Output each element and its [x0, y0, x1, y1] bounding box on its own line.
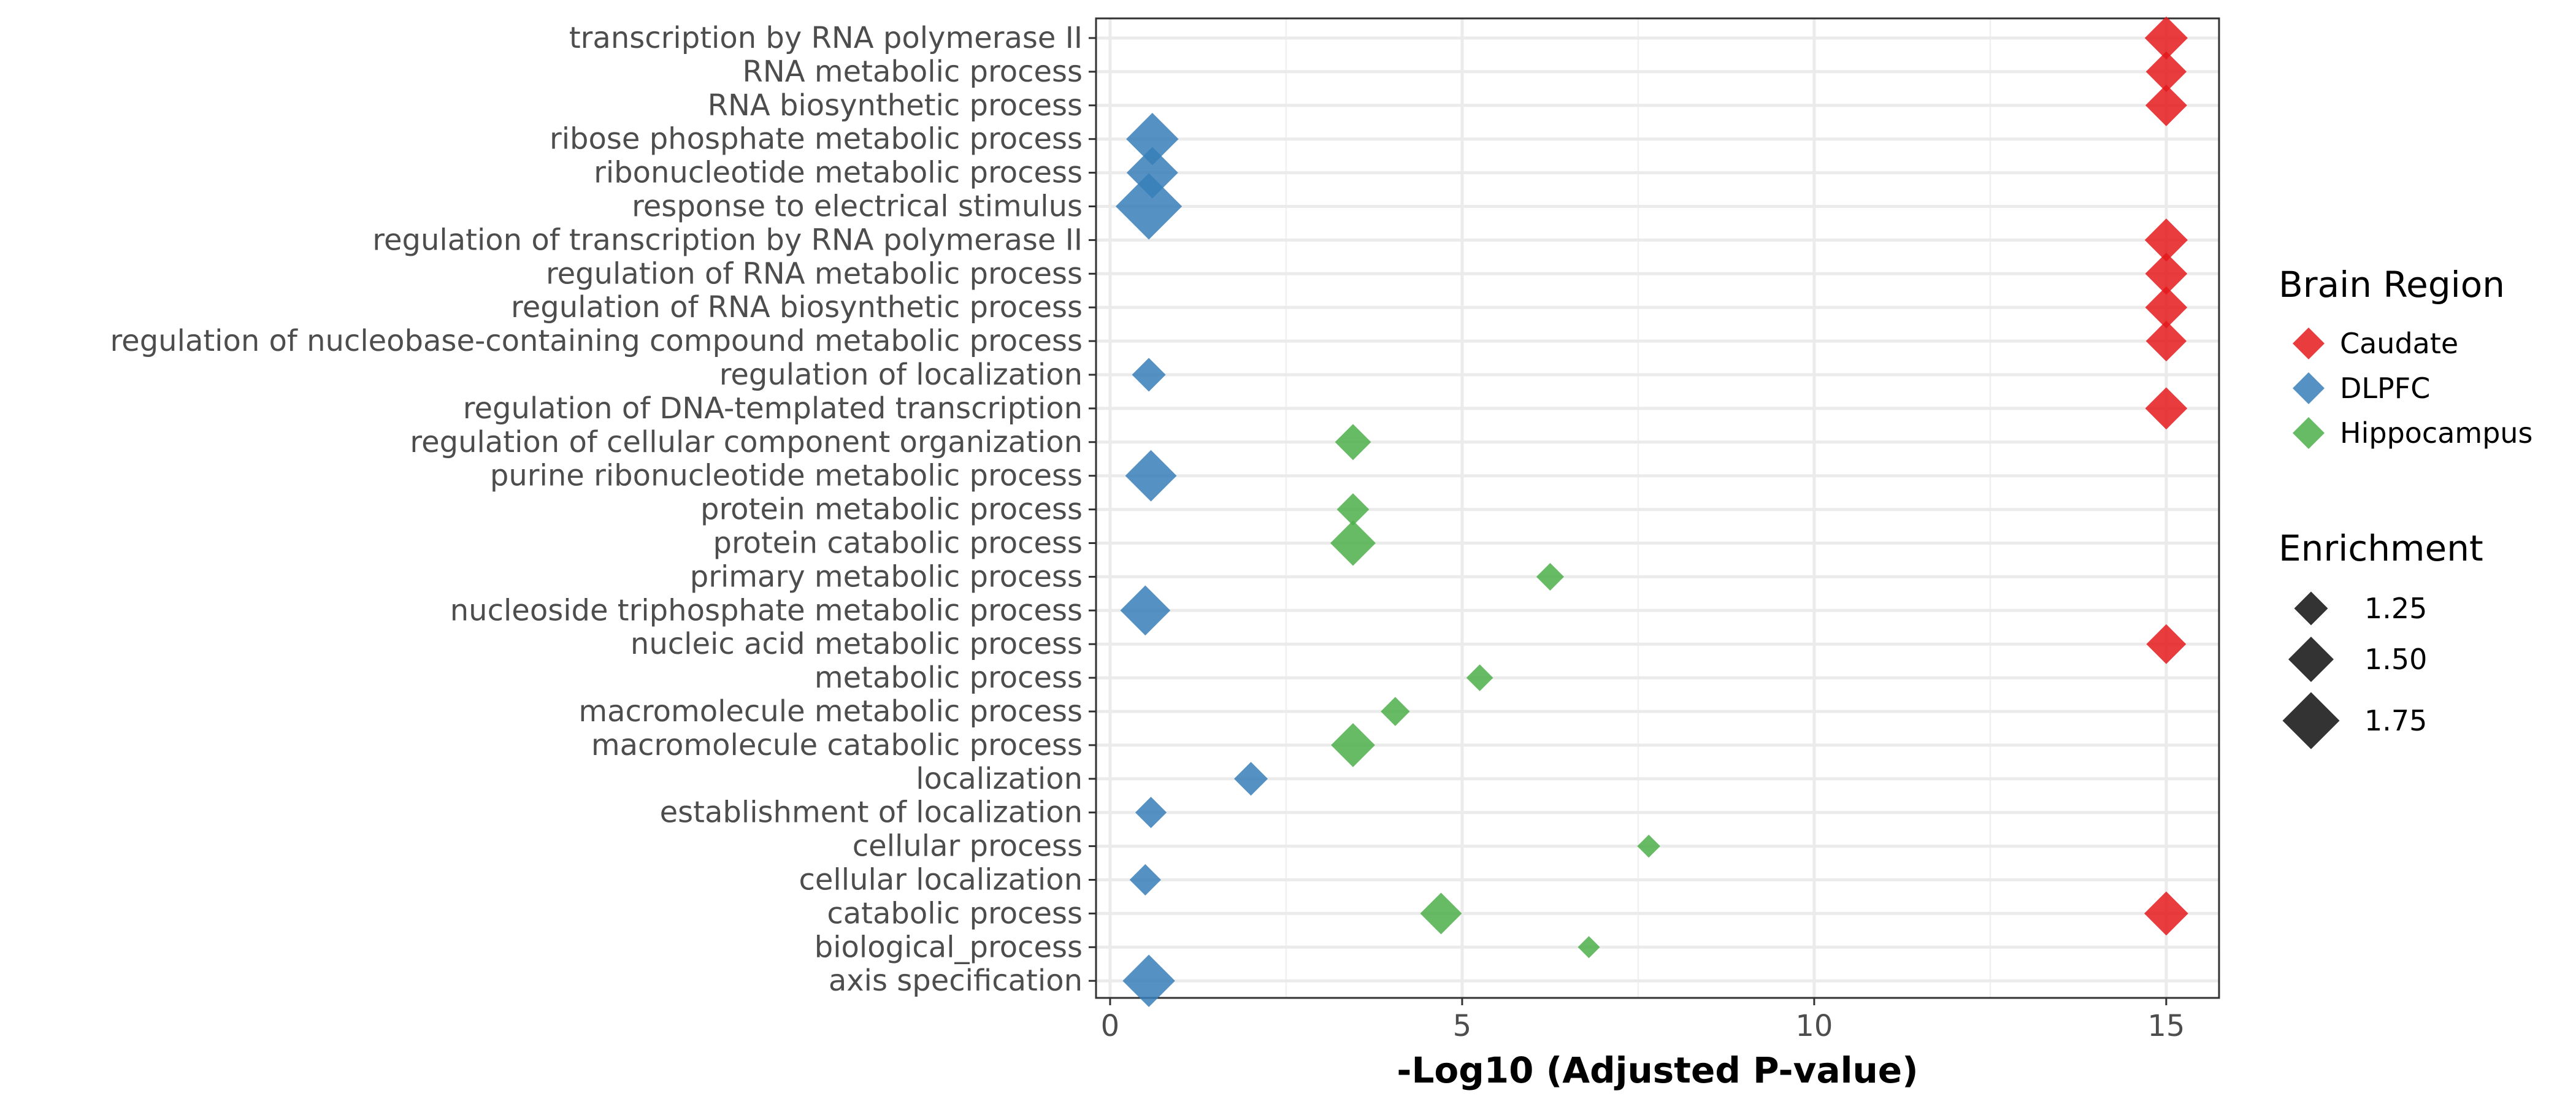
- y-tick-label: nucleic acid metabolic process: [631, 627, 1083, 661]
- legend-key-hippocampus: [2293, 417, 2325, 449]
- y-tick-label: protein catabolic process: [713, 526, 1083, 561]
- point-hippocampus: [1336, 493, 1370, 526]
- data-points: [1115, 16, 2188, 1007]
- point-hippocampus: [1335, 424, 1371, 461]
- legend-label-dlpfc: DLPFC: [2340, 372, 2430, 405]
- legend-size-key: [2294, 591, 2328, 626]
- x-tick-label: 5: [1453, 1009, 1472, 1043]
- y-tick-label: cellular process: [853, 829, 1083, 864]
- point-dlpfc: [1132, 358, 1166, 392]
- point-caudate: [2144, 218, 2188, 262]
- panel-border: [1095, 17, 2220, 999]
- point-hippocampus: [1466, 664, 1493, 691]
- x-axis-title: -Log10 (Adjusted P-value): [1397, 1049, 1918, 1091]
- y-tick-label: biological_process: [815, 930, 1083, 964]
- y-tick-label: regulation of cellular component organiz…: [410, 425, 1083, 459]
- y-tick-label: macromolecule metabolic process: [578, 694, 1083, 729]
- y-tick-label: primary metabolic process: [690, 559, 1083, 594]
- point-caudate: [2146, 624, 2187, 664]
- y-tick-label: transcription by RNA polymerase II: [569, 21, 1083, 55]
- point-caudate: [2145, 252, 2188, 295]
- y-tick-label: ribose phosphate metabolic process: [550, 122, 1083, 156]
- point-caudate: [2145, 286, 2188, 329]
- legend-key-caudate: [2293, 328, 2325, 359]
- point-caudate: [2144, 891, 2188, 936]
- point-caudate: [2145, 320, 2187, 362]
- point-caudate: [2145, 387, 2188, 430]
- legend-size-title: Enrichment: [2279, 527, 2483, 569]
- y-tick-label: response to electrical stimulus: [632, 190, 1083, 224]
- y-tick-label: catabolic process: [827, 896, 1083, 930]
- point-dlpfc: [1122, 954, 1175, 1007]
- y-tick-label: RNA biosynthetic process: [708, 88, 1083, 123]
- y-tick-label: purine ribonucleotide metabolic process: [490, 459, 1083, 493]
- y-tick-label: establishment of localization: [660, 795, 1083, 830]
- point-dlpfc: [1129, 864, 1161, 896]
- legend-label-caudate: Caudate: [2340, 327, 2458, 360]
- point-hippocampus: [1637, 834, 1660, 858]
- legend-size-label: 1.75: [2364, 704, 2427, 737]
- point-dlpfc: [1125, 450, 1177, 502]
- y-tick-label: ribonucleotide metabolic process: [594, 156, 1083, 190]
- legend: Brain Region Caudate DLPFC Hippocampus Enr…: [2279, 264, 2533, 749]
- point-hippocampus: [1577, 936, 1600, 959]
- y-tick-label: protein metabolic process: [700, 493, 1083, 527]
- x-tick-label: 15: [2147, 1009, 2185, 1043]
- point-dlpfc: [1126, 147, 1178, 199]
- y-tick-label: RNA metabolic process: [743, 55, 1083, 89]
- point-dlpfc: [1126, 113, 1179, 166]
- point-hippocampus: [1330, 520, 1376, 566]
- point-caudate: [2145, 51, 2187, 93]
- legend-size-key: [2282, 692, 2340, 749]
- y-tick-label: regulation of nucleobase-containing comp…: [110, 324, 1083, 358]
- point-hippocampus: [1331, 723, 1375, 767]
- point-hippocampus: [1381, 697, 1410, 726]
- y-tick-label: regulation of RNA metabolic process: [546, 256, 1083, 291]
- point-caudate: [2144, 16, 2188, 60]
- y-tick-label: metabolic process: [815, 661, 1083, 695]
- y-tick-label: nucleoside triphosphate metabolic proces…: [450, 593, 1083, 627]
- x-tick-label: 10: [1795, 1009, 1833, 1043]
- point-hippocampus: [1420, 892, 1462, 935]
- point-caudate: [2145, 84, 2187, 126]
- point-dlpfc: [1135, 797, 1167, 829]
- point-dlpfc: [1120, 585, 1171, 636]
- legend-size-label: 1.25: [2364, 592, 2427, 625]
- x-tick-label: 0: [1101, 1009, 1120, 1043]
- y-tick-label: axis specification: [829, 964, 1083, 998]
- legend-size-key: [2288, 637, 2334, 682]
- y-tick-label: regulation of DNA-templated transcriptio…: [463, 391, 1083, 426]
- legend-color-title: Brain Region: [2279, 264, 2505, 305]
- grid: [1096, 18, 2219, 998]
- y-tick-label: regulation of RNA biosynthetic process: [511, 290, 1083, 324]
- legend-key-dlpfc: [2293, 372, 2325, 404]
- y-tick-label: cellular localization: [799, 863, 1083, 897]
- point-dlpfc: [1115, 173, 1183, 240]
- y-tick-label: regulation of transcription by RNA polym…: [372, 223, 1083, 257]
- y-tick-label: macromolecule catabolic process: [591, 728, 1083, 762]
- point-hippocampus: [1536, 562, 1564, 591]
- x-axis: 0 5 10 15: [1101, 998, 2185, 1043]
- legend-label-hippocampus: Hippocampus: [2340, 416, 2533, 450]
- y-tick-label: localization: [916, 762, 1083, 796]
- legend-size-label: 1.50: [2364, 643, 2427, 676]
- y-tick-label: regulation of localization: [719, 358, 1083, 392]
- point-dlpfc: [1234, 762, 1268, 796]
